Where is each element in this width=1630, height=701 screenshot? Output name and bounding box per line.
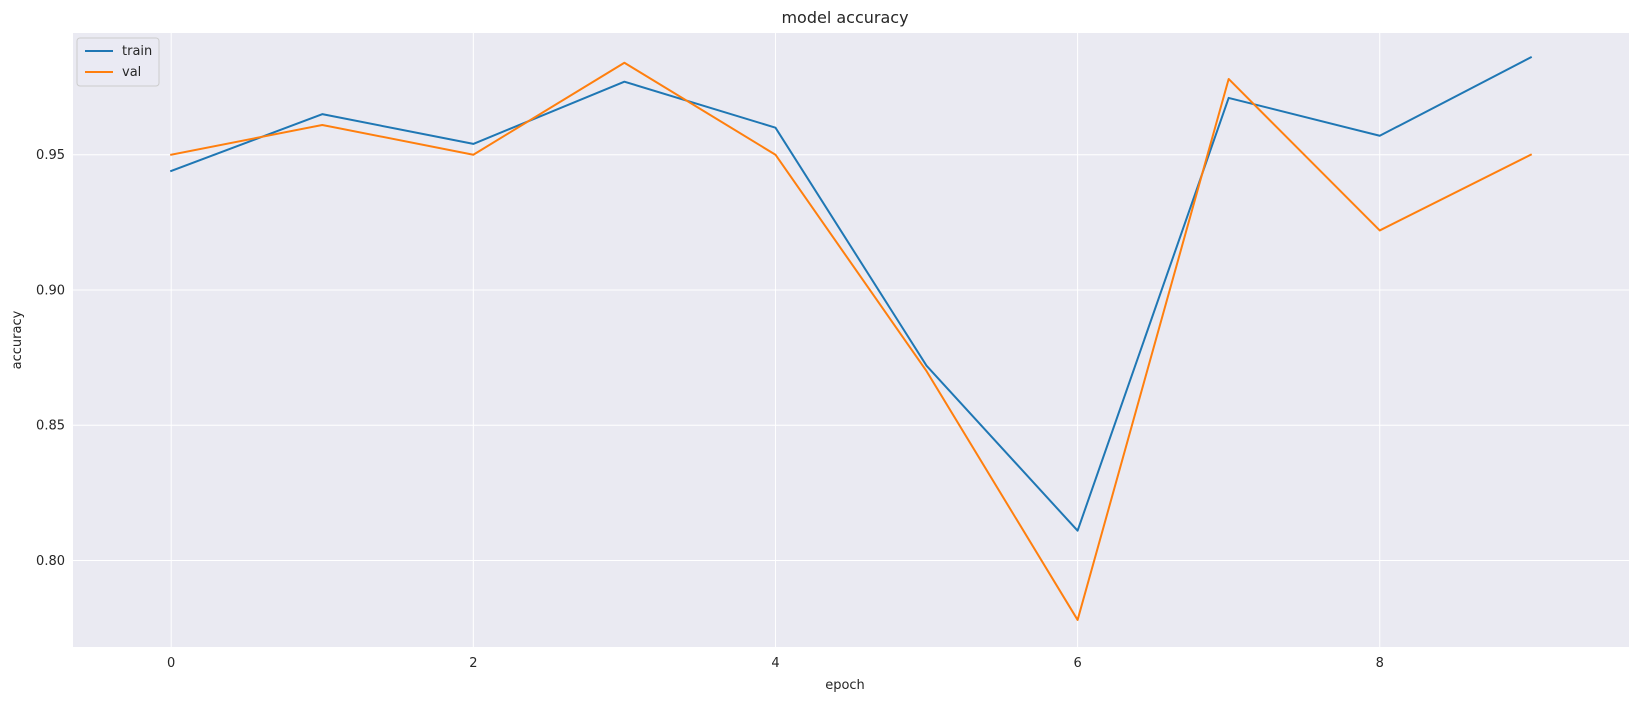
y-tick-label-3: 0.95 (36, 148, 65, 163)
series-lines (169, 55, 1533, 621)
y-axis-label: accuracy (10, 310, 25, 369)
x-tick-label-2: 2 (469, 656, 477, 671)
tick-labels: 0 2 4 6 8 0.80 0.85 0.90 0.95 (36, 148, 1384, 671)
y-tick-label-0: 0.80 (36, 554, 65, 569)
x-axis-label: epoch (825, 678, 865, 693)
legend-label-train: train (122, 44, 152, 59)
series-line-val (170, 61, 1533, 621)
legend-label-val: val (122, 65, 141, 80)
chart-title: model accuracy (781, 8, 908, 27)
y-tick-label-1: 0.85 (36, 419, 65, 434)
x-tick-label-4: 4 (771, 656, 779, 671)
x-tick-label-8: 8 (1376, 656, 1384, 671)
legend: train val (76, 37, 160, 87)
grid-lines (73, 33, 1629, 647)
plot-area (73, 33, 1629, 647)
x-tick-label-6: 6 (1073, 656, 1081, 671)
series-line-train (169, 55, 1533, 532)
y-tick-label-2: 0.90 (36, 283, 65, 298)
x-tick-label-0: 0 (167, 656, 175, 671)
